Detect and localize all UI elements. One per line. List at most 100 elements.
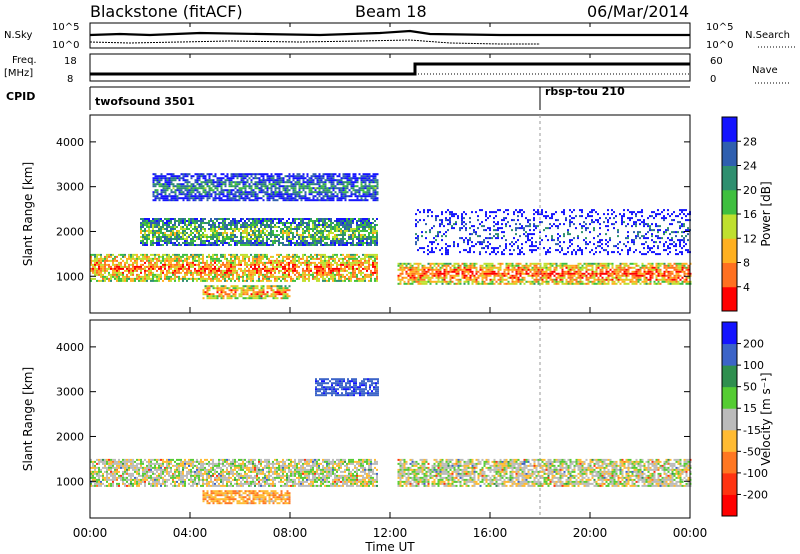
scatter-cell bbox=[276, 293, 279, 296]
scatter-cell bbox=[262, 177, 265, 180]
scatter-cell bbox=[284, 187, 287, 190]
scatter-cell bbox=[545, 280, 548, 283]
scatter-cell bbox=[162, 234, 164, 236]
scatter-cell bbox=[170, 238, 172, 240]
scatter-cell bbox=[202, 253, 204, 256]
scatter-cell bbox=[200, 173, 203, 176]
scatter-cell bbox=[256, 238, 258, 240]
scatter-cell bbox=[310, 261, 312, 264]
scatter-cell bbox=[374, 226, 376, 228]
scatter-cell bbox=[202, 257, 204, 260]
scatter-cell bbox=[110, 277, 112, 280]
scatter-cell bbox=[154, 253, 156, 256]
scatter-cell bbox=[571, 276, 574, 279]
scatter-cell bbox=[160, 275, 162, 278]
scatter-cell bbox=[368, 244, 370, 246]
scatter-cell bbox=[465, 278, 468, 281]
scatter-cell bbox=[328, 279, 330, 282]
scatter-cell bbox=[475, 262, 478, 265]
scatter-cell bbox=[370, 263, 372, 266]
scatter-cell bbox=[324, 269, 326, 272]
scatter-cell bbox=[228, 193, 231, 196]
scatter-cell bbox=[455, 274, 458, 277]
scatter-cell bbox=[94, 253, 96, 256]
scatter-cell bbox=[298, 265, 300, 268]
scatter-cell bbox=[266, 269, 268, 272]
scatter-cell bbox=[326, 234, 328, 236]
scatter-cell bbox=[326, 275, 328, 278]
scatter-cell bbox=[272, 185, 275, 188]
scatter-cell bbox=[362, 267, 364, 270]
scatter-cell bbox=[200, 275, 202, 278]
scatter-cell bbox=[206, 185, 209, 188]
scatter-cell bbox=[364, 230, 366, 232]
scatter-cell bbox=[431, 266, 434, 269]
scatter-cell bbox=[449, 270, 452, 273]
scatter-cell bbox=[118, 263, 120, 266]
scatter-cell bbox=[431, 268, 434, 271]
scatter-cell bbox=[318, 273, 320, 276]
scatter-cell bbox=[224, 255, 226, 258]
scatter-cell bbox=[298, 234, 300, 236]
scatter-cell bbox=[154, 275, 156, 278]
scatter-cell bbox=[170, 236, 172, 238]
scatter-cell bbox=[212, 293, 215, 296]
scatter-cell bbox=[256, 173, 259, 176]
scatter-cell bbox=[238, 230, 240, 232]
scatter-cell bbox=[370, 179, 373, 182]
scatter-cell bbox=[336, 224, 338, 226]
scatter-cell bbox=[162, 185, 165, 188]
scatter-cell bbox=[324, 271, 326, 274]
scatter-cell bbox=[310, 189, 313, 192]
scatter-cell bbox=[346, 259, 348, 262]
scatter-cell bbox=[144, 253, 146, 256]
scatter-cell bbox=[338, 183, 341, 186]
scatter-cell bbox=[330, 177, 333, 180]
scatter-cell bbox=[352, 255, 354, 258]
scatter-cell bbox=[278, 187, 281, 190]
scatter-cell bbox=[565, 282, 568, 285]
scatter-cell bbox=[182, 220, 184, 222]
scatter-cell bbox=[198, 269, 200, 272]
scatter-cell bbox=[497, 272, 500, 275]
scatter-cell bbox=[266, 267, 268, 270]
scatter-cell bbox=[344, 257, 346, 260]
scatter-cell bbox=[585, 266, 588, 269]
scatter-cell bbox=[298, 228, 300, 230]
scatter-cell bbox=[302, 230, 304, 232]
scatter-cell bbox=[158, 193, 161, 196]
scatter-cell bbox=[186, 277, 188, 280]
scatter-cell bbox=[162, 255, 164, 258]
scatter-cell bbox=[164, 263, 166, 266]
scatter-cell bbox=[126, 273, 128, 276]
scatter-cell bbox=[240, 263, 242, 266]
scatter-cell bbox=[166, 230, 168, 232]
scatter-cell bbox=[286, 189, 289, 192]
scatter-cell bbox=[186, 195, 189, 198]
scatter-cell bbox=[419, 268, 422, 271]
scatter-cell bbox=[302, 228, 304, 230]
scatter-cell bbox=[250, 224, 252, 226]
scatter-cell bbox=[236, 287, 239, 290]
scatter-cell bbox=[156, 263, 158, 266]
scatter-cell bbox=[348, 222, 350, 224]
scatter-cell bbox=[146, 253, 148, 256]
scatter-cell bbox=[134, 253, 136, 256]
scatter-cell bbox=[222, 295, 225, 298]
scatter-cell bbox=[376, 236, 378, 238]
scatter-cell bbox=[499, 266, 502, 269]
scatter-cell bbox=[352, 244, 354, 246]
scatter-cell bbox=[342, 183, 345, 186]
scatter-cell bbox=[346, 179, 349, 182]
scatter-cell bbox=[288, 175, 291, 178]
scatter-cell bbox=[274, 236, 276, 238]
scatter-cell bbox=[348, 238, 350, 240]
scatter-cell bbox=[252, 177, 255, 180]
scatter-cell bbox=[158, 199, 161, 202]
scatter-cell bbox=[258, 289, 261, 292]
scatter-cell bbox=[300, 177, 303, 180]
scatter-cell bbox=[348, 218, 350, 220]
scatter-cell bbox=[521, 264, 524, 267]
scatter-cell bbox=[358, 259, 360, 262]
scatter-cell bbox=[304, 238, 306, 240]
